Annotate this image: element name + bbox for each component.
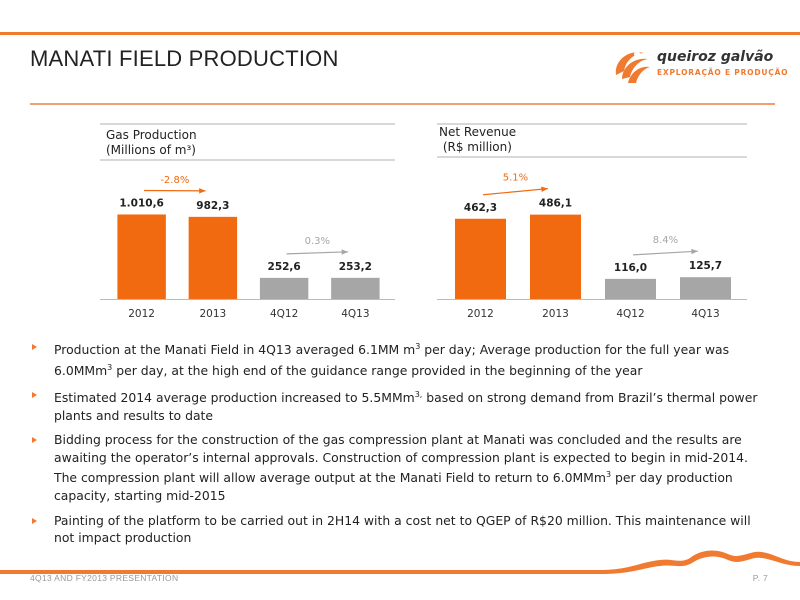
data-label: 125,7 xyxy=(689,260,722,272)
x-tick-label: 4Q12 xyxy=(270,308,298,320)
net-revenue-chart: Net Revenue (R$ million) 462,3 2012 486,1 2… xyxy=(437,123,747,324)
bullet-text: per day; Average production for the full… xyxy=(54,342,730,378)
growth-arrowhead xyxy=(541,186,548,192)
growth-label: 8.4% xyxy=(653,235,678,246)
bar-2012 xyxy=(117,214,166,299)
logo-name: queiroz galvão xyxy=(657,49,774,65)
title-divider xyxy=(30,103,775,105)
chart-title-rule-bottom xyxy=(100,159,395,161)
data-label: 462,3 xyxy=(464,202,497,214)
gas-production-plot: 1.010,6 2012 982,3 2013 252,6 4Q12 253,2 4Q13 -2… xyxy=(100,175,395,320)
bullet-superscript: 3 xyxy=(605,470,612,480)
net-revenue-plot: 462,3 2012 486,1 2013 116,0 4Q12 125,7 4Q13 5.1%… xyxy=(437,173,747,320)
data-label: 252,6 xyxy=(268,261,301,273)
chart-title: Net Revenue (R$ million) xyxy=(439,125,517,154)
bar-4Q12 xyxy=(605,278,656,299)
x-tick-label: 4Q12 xyxy=(616,308,644,320)
gas-production-chart: Gas Production (Millions of m³) 1.010,6 2… xyxy=(100,123,395,324)
footer-mountain-decoration xyxy=(0,550,800,574)
data-label: 1.010,6 xyxy=(119,197,164,209)
bar-2013 xyxy=(530,214,581,299)
page-number: P. 7 xyxy=(752,573,768,583)
x-tick-label: 2012 xyxy=(467,308,494,320)
chart-title-rule-top xyxy=(437,123,747,125)
bullet-superscript: 3, xyxy=(414,390,423,400)
growth-arrowhead xyxy=(691,248,698,255)
bullet-text: Production at the Manati Field in 4Q13 a… xyxy=(54,342,416,358)
growth-arrowhead xyxy=(199,188,206,194)
bar-4Q12 xyxy=(259,277,309,299)
bullet-text: Painting of the platform to be carried o… xyxy=(54,512,751,546)
bullet-text: Bidding process for the construction of … xyxy=(54,432,748,486)
growth-arrowhead xyxy=(341,249,349,255)
bullet-arrow-icon xyxy=(32,392,37,399)
growth-label: 5.1% xyxy=(503,173,528,184)
data-label: 253,2 xyxy=(339,261,372,273)
bullet-list: Production at the Manati Field in 4Q13 a… xyxy=(30,338,770,554)
bullet-item: Painting of the platform to be carried o… xyxy=(30,512,770,547)
bullet-item: Estimated 2014 average production increa… xyxy=(30,386,770,424)
growth-label: -2.8% xyxy=(160,175,189,186)
chart-title: Gas Production (Millions of m³) xyxy=(106,128,197,157)
footer-presentation-label: 4Q13 AND FY2013 PRESENTATION xyxy=(30,573,179,583)
bullet-arrow-icon xyxy=(32,517,37,524)
x-tick-label: 4Q13 xyxy=(691,308,719,320)
chart-title-rule-top xyxy=(100,123,395,125)
x-tick-label: 2012 xyxy=(128,308,155,320)
bar-2013 xyxy=(188,216,238,299)
chart-title-rule-bottom xyxy=(437,156,747,158)
data-label: 982,3 xyxy=(196,200,229,212)
bullet-item: Bidding process for the construction of … xyxy=(30,431,770,504)
logo-mark-icon xyxy=(615,51,650,83)
bullet-superscript: 3 xyxy=(415,342,421,351)
bullet-text: per day, at the high end of the guidance… xyxy=(112,362,643,378)
growth-label: 0.3% xyxy=(305,236,330,247)
bullet-item: Production at the Manati Field in 4Q13 a… xyxy=(30,338,770,379)
bar-2012 xyxy=(455,218,506,299)
bullet-superscript: 3 xyxy=(107,362,113,372)
x-tick-label: 2013 xyxy=(200,308,227,320)
x-tick-label: 4Q13 xyxy=(341,308,369,320)
bullet-text: Estimated 2014 average production increa… xyxy=(54,390,415,406)
top-accent-rule xyxy=(0,32,800,35)
bullet-text: per day production capacity, starting mi… xyxy=(54,470,733,504)
logo-tagline: EXPLORAÇÃO E PRODUÇÃO xyxy=(657,68,789,77)
queiroz-galvao-logo: queiroz galvão EXPLORAÇÃO E PRODUÇÃO xyxy=(610,45,788,90)
x-tick-label: 2013 xyxy=(542,308,569,320)
bar-4Q13 xyxy=(331,277,380,299)
growth-arrow xyxy=(633,250,698,256)
growth-arrow xyxy=(286,251,349,255)
bullet-arrow-icon xyxy=(32,344,37,350)
bar-4Q13 xyxy=(680,277,731,299)
page-title: MANATI FIELD PRODUCTION xyxy=(30,46,339,71)
growth-arrow xyxy=(482,188,548,196)
bullet-text: based on strong demand from Brazil’s the… xyxy=(54,390,758,423)
bullet-arrow-icon xyxy=(32,437,37,444)
data-label: 116,0 xyxy=(614,262,647,274)
data-label: 486,1 xyxy=(539,198,572,210)
